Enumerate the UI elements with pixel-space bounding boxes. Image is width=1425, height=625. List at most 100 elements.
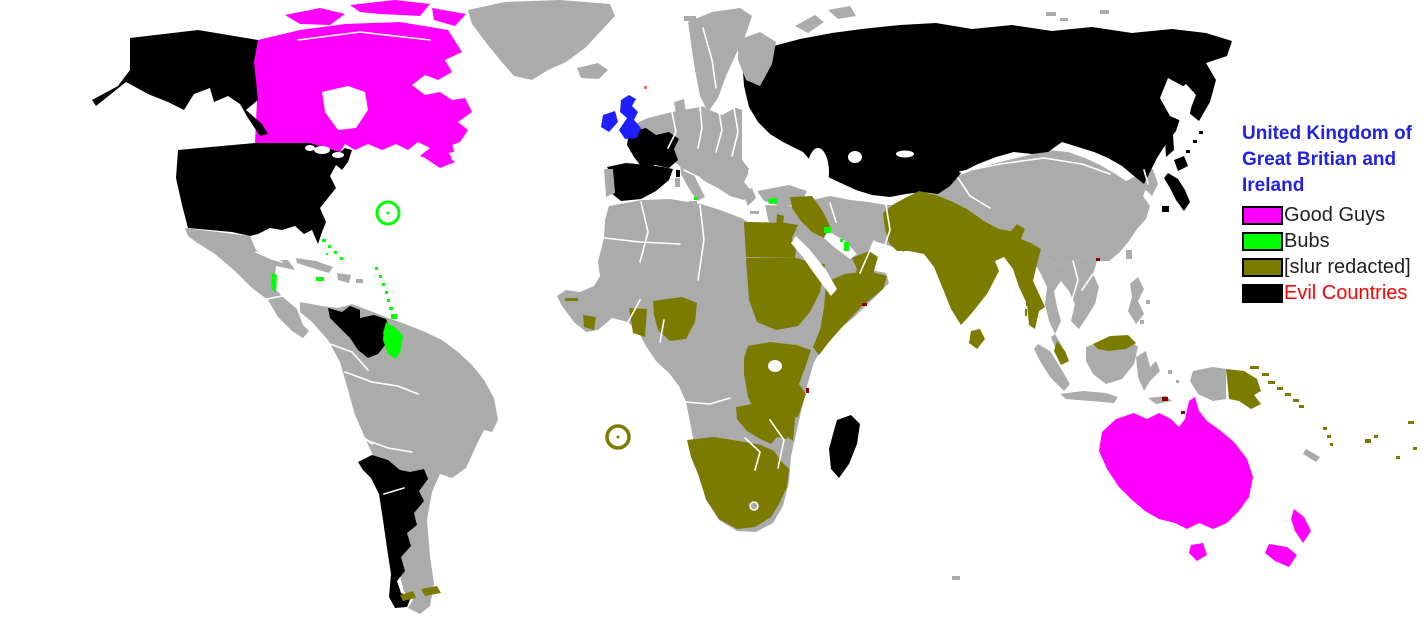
region-pacific-islands	[1396, 421, 1417, 459]
region-solomon-islands	[1268, 381, 1304, 408]
region-france	[627, 128, 679, 170]
region-falkland-islands	[400, 586, 441, 601]
region-east-africa	[744, 342, 811, 421]
region-usa-lower48	[176, 143, 352, 244]
water-red-sea	[791, 236, 837, 296]
region-british-india	[883, 191, 1045, 329]
region-south-america	[300, 302, 498, 614]
good-guys-swatch	[1242, 206, 1283, 225]
region-finland	[738, 32, 776, 86]
region-cyprus	[768, 198, 778, 204]
region-jamaica	[316, 277, 324, 281]
region-lesotho	[749, 501, 759, 511]
region-moluccas	[1168, 370, 1179, 383]
region-malaya	[1054, 341, 1069, 365]
colonies-swatch	[1242, 258, 1283, 277]
region-nova-scotia	[425, 154, 455, 168]
region-honshu	[1164, 173, 1190, 211]
region-alaska	[92, 30, 268, 136]
region-kerguelen	[952, 576, 960, 580]
region-puerto-rico	[356, 279, 363, 283]
region-faroe-dot	[644, 86, 647, 89]
region-bahamas	[322, 239, 343, 260]
region-hong-kong	[1096, 258, 1100, 261]
region-iceland	[577, 63, 608, 79]
region-kuril-islands	[1186, 131, 1203, 153]
region-sakhalin	[1164, 119, 1174, 157]
water-black-sea	[748, 162, 792, 182]
legend-title-line-3: Ireland	[1242, 175, 1305, 196]
region-lesser-antilles	[375, 267, 397, 319]
region-ireland	[601, 111, 618, 132]
water-great-lakes	[305, 145, 344, 158]
region-china	[920, 150, 1154, 267]
region-spain	[607, 163, 673, 201]
region-north-australia-dot	[1181, 411, 1185, 414]
region-southern-africa	[687, 437, 789, 529]
bermuda-marker	[375, 200, 401, 226]
region-st-helena-dot	[616, 435, 620, 439]
bermuda-circle-icon	[375, 200, 401, 226]
country-borders	[255, 27, 1149, 495]
region-new-caledonia	[1303, 449, 1320, 462]
region-italy	[680, 163, 705, 201]
legend-label-good-guys: Good Guys	[1284, 204, 1386, 226]
region-kuwait	[824, 227, 831, 233]
region-hispaniola	[337, 273, 351, 283]
region-portugal	[604, 169, 615, 197]
region-new-zealand-south	[1265, 544, 1297, 567]
region-fiji	[1365, 435, 1378, 443]
legend-label-bubs: Bubs	[1284, 230, 1330, 252]
region-new-guinea-west	[1190, 367, 1226, 401]
region-arctic-specks	[1046, 10, 1109, 21]
region-novaya-zemlya	[795, 6, 856, 33]
legend-row-colonies: [slur redacted]	[1242, 256, 1425, 278]
water-lake-balkhash	[896, 150, 914, 158]
region-png-islands	[1250, 366, 1269, 376]
water-persian-gulf	[824, 231, 857, 259]
region-palestine	[776, 214, 784, 232]
region-sardinia	[675, 178, 680, 187]
region-ghana	[629, 308, 647, 337]
region-bermuda-dot	[386, 211, 390, 215]
region-greenland	[468, 0, 615, 80]
region-newfoundland	[430, 136, 454, 155]
region-sierra-leone	[583, 315, 596, 330]
legend-title-line-1: United Kingdom of	[1242, 123, 1412, 144]
region-java	[1060, 391, 1118, 403]
region-east-timor	[1162, 397, 1168, 401]
region-europe	[626, 104, 752, 200]
region-papua-new-guinea	[1226, 369, 1261, 409]
region-nigeria	[653, 297, 697, 341]
region-new-zealand-north	[1291, 509, 1311, 543]
region-vanuatu	[1323, 427, 1333, 446]
water-lake-victoria	[768, 360, 782, 372]
water-aral-sea	[848, 151, 862, 163]
region-balearics	[650, 184, 658, 187]
region-socotra	[862, 303, 867, 306]
region-sudan	[746, 258, 825, 330]
region-greece	[742, 188, 756, 206]
region-sumatra	[1034, 344, 1070, 391]
legend-label-evil-countries: Evil Countries	[1284, 282, 1408, 304]
region-kyushu	[1162, 206, 1169, 212]
st-helena-marker	[605, 424, 631, 450]
legend-title: United Kingdom of Great Britian and Irel…	[1242, 121, 1425, 199]
region-indochina	[1035, 249, 1099, 334]
region-qatar-bahrain	[840, 239, 849, 251]
region-great-britain	[619, 95, 641, 139]
region-belize	[271, 273, 277, 292]
region-malta	[694, 197, 698, 200]
legend-label-colonies: [slur redacted]	[1284, 256, 1411, 278]
region-corsica	[676, 170, 680, 177]
region-ceylon	[969, 329, 985, 349]
region-russian-empire	[742, 23, 1232, 197]
layer-good	[252, 0, 1311, 567]
region-mexico-central-america	[185, 228, 309, 338]
water-hudson-bay	[322, 86, 368, 130]
region-argentina	[358, 455, 428, 608]
region-denmark	[674, 99, 686, 114]
region-sulawesi	[1136, 351, 1160, 391]
region-cuba	[296, 258, 333, 273]
region-philippines	[1128, 277, 1144, 324]
